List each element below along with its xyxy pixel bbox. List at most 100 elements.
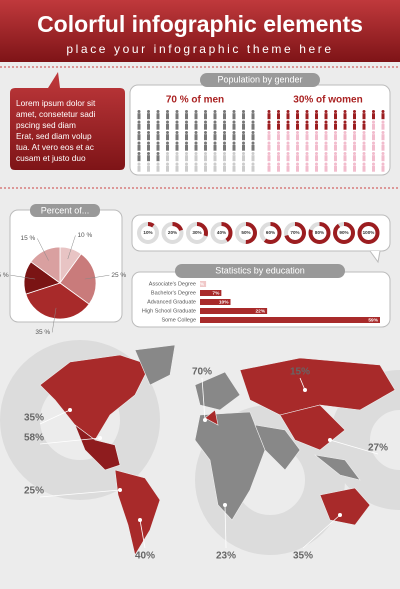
edu-category: Some College: [161, 317, 196, 323]
person-icon: [324, 141, 328, 151]
person-icon: [204, 152, 207, 162]
person-icon: [362, 141, 366, 151]
edu-bar: [200, 308, 268, 314]
person-icon: [156, 120, 160, 130]
map-leader: [39, 489, 121, 498]
person-icon: [137, 152, 141, 162]
person-icon: [324, 152, 328, 162]
person-icon: [286, 141, 290, 151]
map-leader: [302, 514, 341, 549]
map-dot: [223, 503, 227, 507]
person-icon: [381, 110, 385, 120]
pie-label: 10 %: [77, 232, 92, 239]
person-icon: [315, 131, 318, 141]
map-label: 35%: [293, 551, 313, 562]
person-icon: [353, 141, 356, 151]
person-icon: [223, 110, 226, 120]
person-icon: [372, 162, 375, 172]
person-icon: [334, 152, 337, 162]
person-icon: [213, 141, 217, 151]
person-icon: [185, 152, 188, 162]
person-icon: [305, 152, 309, 162]
person-icon: [362, 120, 366, 130]
person-icon: [166, 152, 169, 162]
women-label: 30% of women: [293, 95, 362, 106]
ring-label: 60%: [266, 230, 275, 235]
person-icon: [381, 120, 385, 130]
person-icon: [147, 131, 150, 141]
person-icon: [286, 162, 290, 172]
map-leader: [299, 377, 306, 391]
person-icon: [362, 110, 366, 120]
person-icon: [277, 152, 280, 162]
ring: [259, 222, 282, 244]
edu-bar: [200, 317, 380, 323]
pie-label: 25 %: [111, 272, 126, 279]
ring-label: 20%: [168, 230, 177, 235]
person-icon: [147, 110, 150, 120]
person-icon: [296, 120, 299, 130]
person-icon: [362, 131, 366, 141]
person-icon: [223, 162, 226, 172]
education-title: Statistics by education: [215, 265, 305, 275]
person-icon: [296, 162, 299, 172]
map-label: 35%: [24, 413, 44, 424]
map-leader: [39, 409, 71, 425]
men-label: 70 % of men: [166, 95, 224, 106]
callout-line: tua. At vero eos et ac: [16, 142, 94, 152]
person-icon: [223, 131, 226, 141]
person-icon: [372, 131, 375, 141]
person-icon: [362, 162, 366, 172]
person-icon: [324, 110, 328, 120]
person-icon: [232, 152, 236, 162]
person-icon: [324, 120, 328, 130]
person-icon: [305, 162, 309, 172]
person-icon: [232, 131, 236, 141]
map-leader: [329, 439, 379, 455]
person-icon: [242, 131, 245, 141]
ring-label: 70%: [290, 230, 299, 235]
map-leader: [139, 519, 146, 549]
callout-line: Lorem ipsum dolor sit: [16, 98, 96, 108]
person-icon: [251, 110, 255, 120]
leader-line: [37, 238, 49, 261]
ring: [357, 222, 380, 244]
person-icon: [156, 141, 160, 151]
person-icon: [137, 141, 141, 151]
person-icon: [204, 162, 207, 172]
person-icon: [277, 120, 280, 130]
map-label: 58%: [24, 433, 44, 444]
ring: [235, 222, 257, 244]
person-icon: [334, 162, 337, 172]
title: Colorful infographic elements: [37, 11, 363, 37]
person-icon: [305, 141, 309, 151]
edu-value: 2%: [197, 281, 205, 287]
ring-label: 80%: [315, 230, 324, 235]
ring-label: 90%: [339, 230, 348, 235]
person-icon: [286, 120, 290, 130]
edu-bar: [200, 299, 231, 305]
person-icon: [381, 141, 385, 151]
person-icon: [204, 131, 207, 141]
person-icon: [324, 131, 328, 141]
person-icon: [305, 110, 309, 120]
person-icon: [166, 120, 169, 130]
leader-line: [67, 235, 76, 260]
edu-bar: [200, 281, 207, 287]
map-leader: [224, 504, 227, 549]
person-icon: [232, 162, 236, 172]
person-icon: [381, 162, 385, 172]
subtitle: place your infographic theme here: [66, 42, 333, 56]
person-icon: [175, 152, 179, 162]
person-icon: [213, 131, 217, 141]
person-icon: [185, 162, 188, 172]
map-dot: [118, 488, 122, 492]
person-icon: [296, 110, 299, 120]
map-dot: [68, 408, 72, 412]
person-icon: [156, 110, 160, 120]
person-icon: [194, 152, 198, 162]
pointer: [369, 250, 381, 264]
person-icon: [315, 162, 318, 172]
person-icon: [343, 110, 347, 120]
